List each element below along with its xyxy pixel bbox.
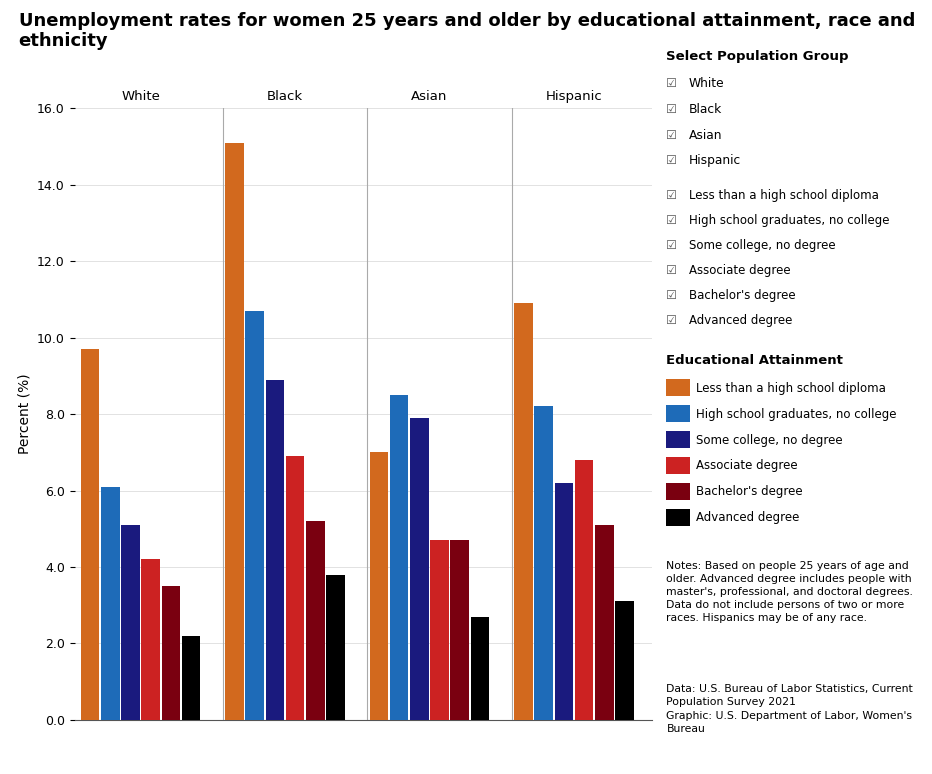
Text: ☑: ☑ [666,214,678,227]
Text: High school graduates, no college: High school graduates, no college [689,214,889,227]
Bar [81,349,100,720]
Text: ☑: ☑ [666,289,678,302]
Text: Bachelor's degree: Bachelor's degree [689,289,795,302]
Text: ☑: ☑ [666,189,678,202]
Bar [161,586,180,720]
Text: Some college, no degree: Some college, no degree [696,433,843,447]
Bar [121,525,140,720]
Text: ☑: ☑ [666,314,678,327]
Bar [471,617,489,720]
Bar [370,452,389,720]
Bar [101,487,119,720]
Bar [226,142,244,720]
Text: ☑: ☑ [666,264,678,277]
Text: Associate degree: Associate degree [689,264,790,277]
Text: Educational Attainment: Educational Attainment [666,354,843,367]
Text: Less than a high school diploma: Less than a high school diploma [696,382,886,395]
Text: High school graduates, no college: High school graduates, no college [696,408,897,420]
Text: ☑: ☑ [666,128,678,142]
Text: Black: Black [689,103,722,115]
Text: ☑: ☑ [666,239,678,252]
Bar [534,406,553,720]
Bar [555,483,573,720]
Y-axis label: Percent (%): Percent (%) [18,374,32,454]
Text: Associate degree: Associate degree [696,460,798,472]
Text: Unemployment rates for women 25 years and older by educational attainment, race : Unemployment rates for women 25 years an… [19,12,915,50]
Text: Less than a high school diploma: Less than a high school diploma [689,189,879,202]
Bar [575,460,594,720]
Bar [182,635,200,720]
Bar [450,540,469,720]
Bar [595,525,613,720]
Bar [286,456,305,720]
Bar [410,418,429,720]
Bar [615,601,634,720]
Text: Data: U.S. Bureau of Labor Statistics, Current
Population Survey 2021
Graphic: U: Data: U.S. Bureau of Labor Statistics, C… [666,684,913,734]
Text: Hispanic: Hispanic [689,155,741,167]
Bar [306,521,324,720]
Text: ☑: ☑ [666,103,678,115]
Bar [326,574,345,720]
Text: Asian: Asian [689,128,722,142]
Bar [266,380,284,720]
Bar [514,303,533,720]
Text: White: White [689,77,724,90]
Text: Notes: Based on people 25 years of age and
older. Advanced degree includes peopl: Notes: Based on people 25 years of age a… [666,560,913,623]
Text: ☑: ☑ [666,155,678,167]
Bar [431,540,449,720]
Bar [245,311,264,720]
Text: Some college, no degree: Some college, no degree [689,239,835,252]
Bar [142,560,160,720]
Text: Select Population Group: Select Population Group [666,50,849,63]
Text: Bachelor's degree: Bachelor's degree [696,485,802,498]
Bar [390,395,408,720]
Text: Advanced degree: Advanced degree [696,511,800,524]
Text: Advanced degree: Advanced degree [689,314,792,327]
Text: ☑: ☑ [666,77,678,90]
